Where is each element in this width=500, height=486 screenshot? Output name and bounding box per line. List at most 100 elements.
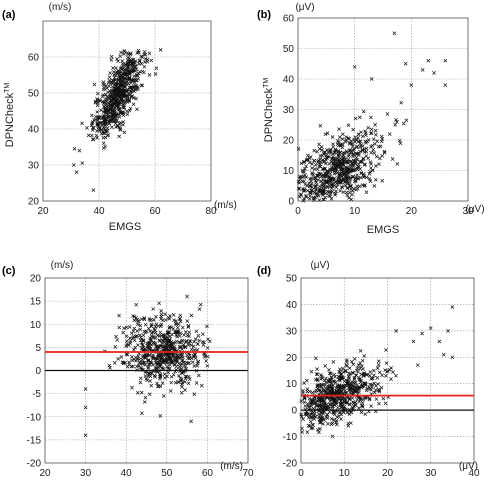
- data-point: [347, 397, 352, 402]
- data-point: [148, 379, 153, 383]
- data-point: [189, 313, 194, 318]
- data-point: [158, 384, 163, 389]
- data-point: [308, 407, 313, 412]
- data-point: [152, 335, 157, 339]
- data-point: [325, 412, 330, 417]
- data-point: [337, 127, 341, 131]
- data-point: [143, 395, 148, 400]
- data-point: [366, 138, 371, 142]
- data-point: [367, 397, 372, 402]
- panel-d: 0 10 20 30 40 -20 -10 0 10 20 30 40 50 (d) (μV) (μV): [257, 260, 480, 479]
- data-point: [127, 85, 132, 90]
- data-point: [207, 339, 212, 344]
- data-point: [112, 360, 117, 365]
- data-point: [443, 58, 448, 63]
- data-point: [300, 430, 305, 434]
- data-point: [192, 392, 197, 397]
- data-point: [112, 92, 117, 97]
- data-point: [343, 407, 347, 412]
- data-point: [318, 416, 323, 421]
- data-point: [134, 73, 139, 78]
- data-point: [137, 319, 141, 324]
- data-point: [101, 135, 106, 140]
- data-point: [351, 127, 355, 132]
- data-point: [381, 396, 386, 401]
- data-point: [327, 175, 332, 179]
- data-point: [352, 168, 357, 173]
- data-point: [130, 94, 135, 99]
- data-point: [315, 191, 320, 196]
- data-point: [83, 387, 88, 391]
- data-point: [318, 190, 322, 194]
- data-point: [354, 187, 359, 192]
- data-point: [309, 397, 314, 402]
- data-point: [326, 404, 331, 409]
- data-point: [308, 193, 312, 198]
- data-point: [148, 338, 153, 343]
- data-point: [101, 80, 106, 84]
- data-point: [331, 142, 335, 146]
- data-point: [372, 151, 377, 156]
- data-point: [359, 171, 364, 175]
- data-point: [147, 73, 152, 77]
- data-point: [333, 180, 338, 185]
- data-point: [352, 384, 356, 389]
- data-point: [99, 131, 104, 136]
- data-point: [193, 352, 197, 357]
- data-point: [147, 392, 152, 397]
- data-point: [187, 330, 192, 335]
- data-point: [314, 403, 319, 408]
- data-point: [339, 402, 344, 407]
- data-point: [305, 188, 310, 193]
- data-point: [112, 119, 117, 124]
- data-point: [149, 331, 154, 335]
- data-point: [149, 317, 154, 322]
- data-point: [74, 170, 79, 175]
- data-point: [353, 160, 358, 165]
- x-tick-label: 20: [37, 206, 49, 217]
- data-point: [150, 360, 154, 365]
- data-point: [326, 421, 330, 426]
- data-point: [356, 385, 361, 390]
- data-point: [428, 326, 433, 331]
- data-point: [132, 357, 136, 362]
- data-point: [327, 181, 332, 186]
- data-point: [113, 92, 118, 97]
- data-point: [177, 334, 182, 338]
- data-point: [109, 117, 113, 121]
- data-point: [323, 167, 327, 172]
- data-point: [173, 321, 178, 326]
- data-point: [342, 399, 347, 404]
- data-point: [197, 338, 202, 343]
- data-point: [360, 134, 365, 139]
- data-point: [102, 117, 107, 121]
- data-point: [162, 376, 167, 380]
- data-point: [324, 161, 328, 166]
- data-point: [368, 179, 373, 183]
- data-point: [313, 184, 318, 188]
- data-point: [302, 196, 306, 201]
- data-point: [105, 114, 110, 119]
- data-point: [105, 100, 110, 105]
- data-point: [374, 397, 379, 401]
- data-point: [107, 78, 112, 83]
- data-point: [122, 326, 126, 331]
- scatter-points: [296, 31, 448, 203]
- data-point: [337, 391, 342, 396]
- data-point: [80, 121, 84, 126]
- data-point: [182, 363, 187, 368]
- data-point: [175, 334, 179, 339]
- data-point: [333, 147, 338, 152]
- data-point: [195, 342, 200, 346]
- data-point: [177, 373, 181, 378]
- data-point: [159, 308, 164, 313]
- data-point: [168, 389, 173, 393]
- data-point: [154, 314, 158, 319]
- data-point: [166, 366, 171, 370]
- data-point: [95, 122, 100, 127]
- data-point: [119, 98, 124, 103]
- data-point: [315, 149, 320, 154]
- data-point: [340, 145, 345, 150]
- data-point: [117, 71, 122, 75]
- y-tick-label: 50: [286, 274, 298, 285]
